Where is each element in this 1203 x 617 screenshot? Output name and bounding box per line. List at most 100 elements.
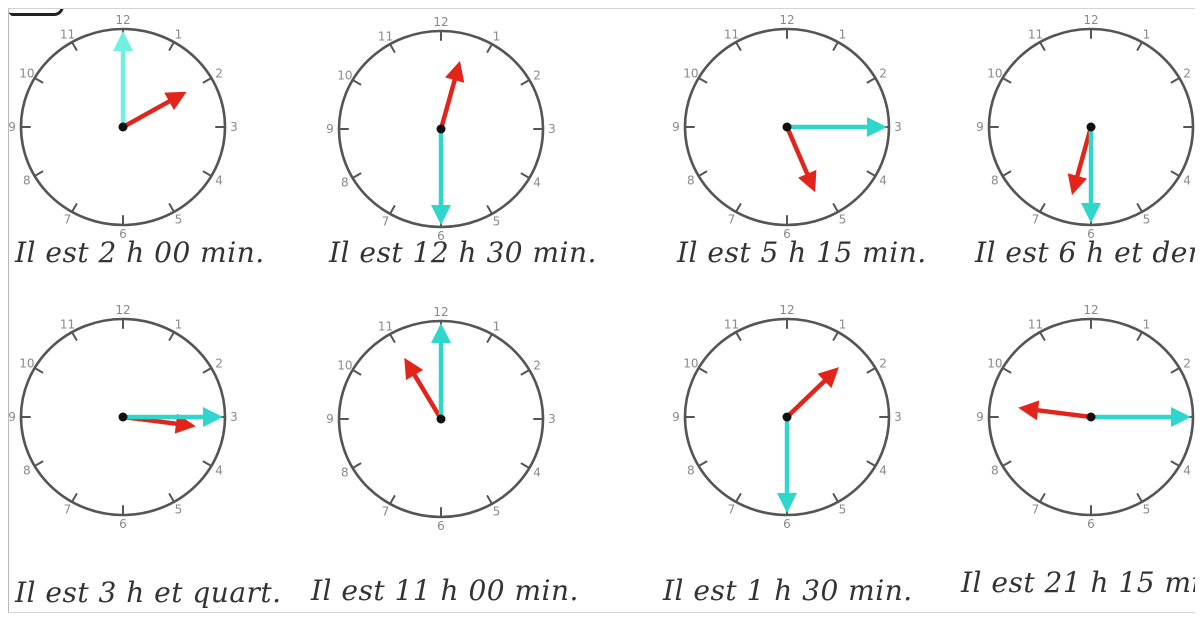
dial-number: 10 [683, 357, 698, 371]
hour-hand [784, 367, 839, 420]
hour-tick [1039, 331, 1046, 341]
center-pin [782, 122, 792, 132]
hour-tick [520, 369, 530, 376]
hour-tick [1136, 203, 1143, 213]
hour-tick [71, 331, 78, 341]
dial-number: 1 [493, 319, 501, 333]
clock-caption-6: Il est 11 h 00 min. [311, 574, 579, 607]
hour-tick [866, 460, 876, 467]
dial-number: 9 [9, 120, 16, 134]
minute-hand [1081, 124, 1101, 224]
dial-number: 7 [382, 215, 390, 229]
hour-tick [1170, 170, 1180, 177]
hour-tick [202, 367, 212, 374]
hour-tick [71, 41, 78, 51]
dial-number: 4 [879, 174, 887, 188]
dial-number: 12 [433, 15, 448, 29]
dial-number: 6 [119, 517, 127, 531]
dial-number: 1 [493, 29, 501, 43]
dial-number: 12 [1083, 303, 1098, 317]
dial-number: 10 [683, 67, 698, 81]
dial-number: 5 [493, 215, 501, 229]
hour-tick [486, 43, 493, 53]
worksheet-frame: 1212345678910111212345678910111212345678… [8, 8, 1195, 613]
hour-hand [404, 357, 444, 422]
dial-number: 6 [1087, 227, 1095, 241]
dial-number: 12 [433, 305, 448, 319]
clock-caption-8: Il est 21 h 15 min [961, 566, 1195, 599]
hour-tick [866, 77, 876, 84]
hour-hand [438, 60, 465, 132]
center-pin [436, 414, 446, 424]
hour-tick [389, 205, 396, 215]
minute-hand [777, 414, 797, 514]
hour-tick [34, 77, 44, 84]
hour-tick [1039, 493, 1046, 503]
hour-tick [698, 367, 708, 374]
clock-grid: 1212345678910111212345678910111212345678… [9, 13, 1195, 533]
hour-tick [735, 203, 742, 213]
dial-number: 11 [60, 27, 75, 41]
dial-number: 12 [115, 13, 130, 27]
hour-tick [1039, 203, 1046, 213]
dial-number: 6 [119, 227, 127, 241]
hour-tick [520, 462, 530, 469]
dial-number: 7 [1032, 213, 1040, 227]
dial-number: 5 [175, 213, 183, 227]
dial-number: 10 [337, 359, 352, 373]
hour-hand [784, 124, 817, 193]
dial-number: 5 [1143, 503, 1151, 517]
dial-number: 2 [533, 69, 541, 83]
dial-number: 1 [839, 27, 847, 41]
hour-tick [389, 43, 396, 53]
dial-number: 7 [382, 505, 390, 519]
hour-tick [389, 333, 396, 343]
dial-number: 11 [1028, 27, 1043, 41]
hour-tick [1002, 77, 1012, 84]
dial-number: 4 [215, 464, 223, 478]
hour-tick [486, 495, 493, 505]
dial-number: 8 [991, 174, 999, 188]
dial-number: 1 [175, 317, 183, 331]
hour-tick [34, 367, 44, 374]
dial-number: 10 [337, 69, 352, 83]
hour-tick [202, 170, 212, 177]
dial-number: 7 [728, 503, 736, 517]
dial-number: 8 [687, 174, 695, 188]
hour-tick [1170, 367, 1180, 374]
dial-number: 4 [533, 176, 541, 190]
dial-number: 10 [987, 357, 1002, 371]
hour-tick [520, 172, 530, 179]
dial-number: 11 [724, 317, 739, 331]
clock-caption-5: Il est 3 h et quart. [15, 576, 282, 609]
dial-number: 3 [894, 120, 902, 134]
dial-number: 2 [879, 67, 887, 81]
hour-tick [698, 170, 708, 177]
dial-number: 4 [1183, 464, 1191, 478]
dial-number: 7 [64, 213, 72, 227]
dial-number: 1 [839, 317, 847, 331]
hour-tick [486, 333, 493, 343]
dial-number: 9 [976, 120, 984, 134]
dial-number: 6 [783, 517, 791, 531]
dial-number: 1 [1143, 317, 1151, 331]
hour-tick [34, 170, 44, 177]
dial-number: 11 [724, 27, 739, 41]
center-pin [118, 412, 128, 422]
dial-number: 3 [230, 120, 238, 134]
dial-number: 5 [493, 505, 501, 519]
dial-number: 8 [687, 464, 695, 478]
hour-tick [168, 41, 175, 51]
minute-hand [784, 117, 887, 137]
hour-tick [168, 331, 175, 341]
hour-tick [866, 367, 876, 374]
dial-number: 6 [783, 227, 791, 241]
dial-number: 11 [1028, 317, 1043, 331]
clock-caption-1: Il est 2 h 00 min. [15, 236, 265, 269]
center-pin [1086, 122, 1096, 132]
dial-number: 2 [215, 357, 223, 371]
